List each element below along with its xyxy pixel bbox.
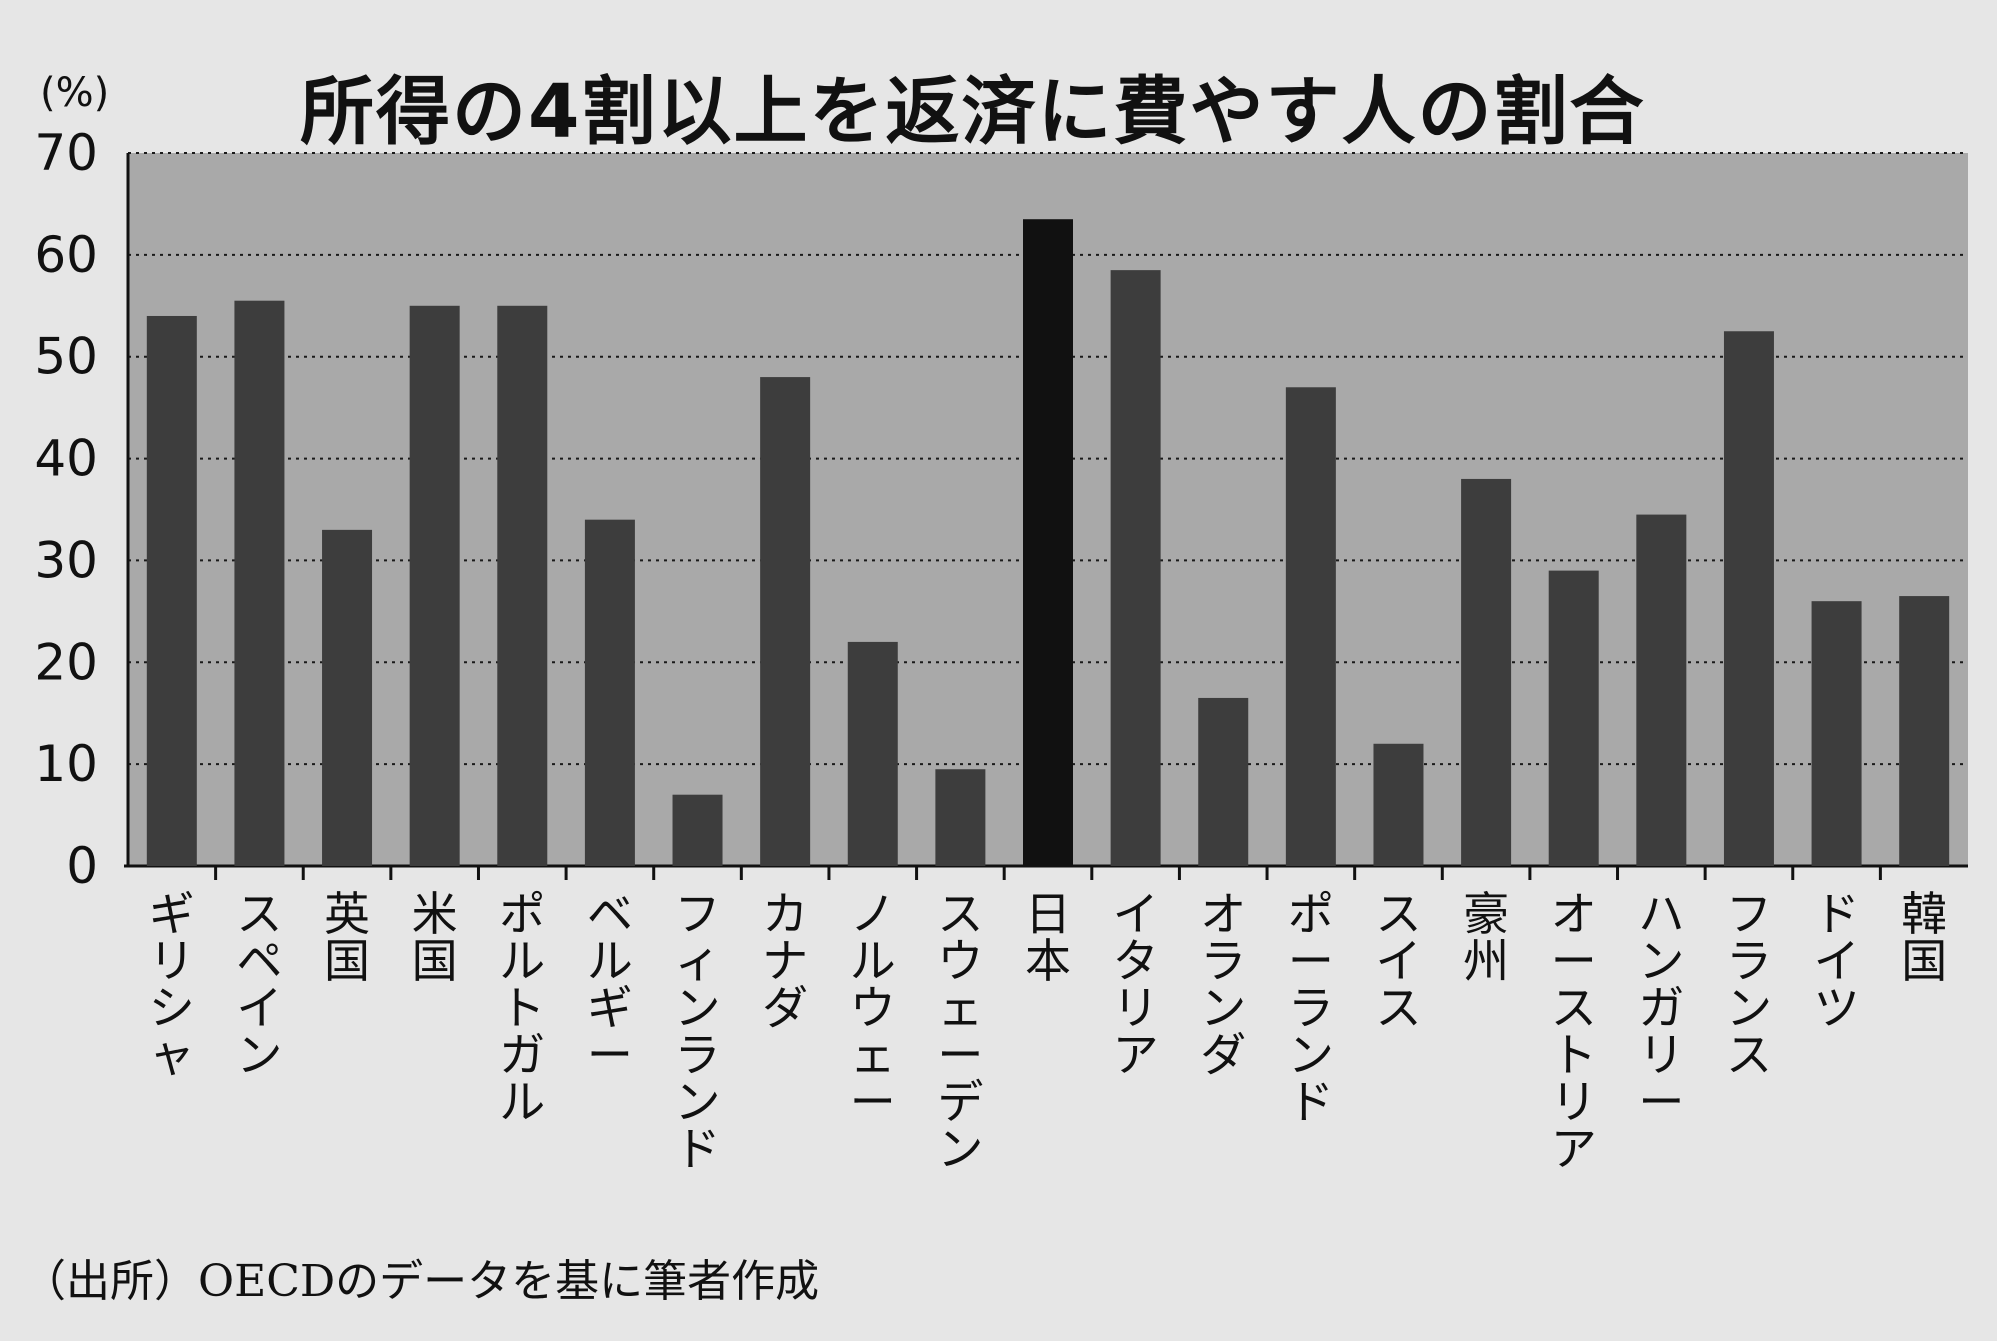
x-tick-label: 米国 [412,887,458,988]
source-note: （出所）OECDのデータを基に筆者作成 [22,1256,820,1307]
bar [672,794,723,866]
y-tick-label: 20 [34,633,98,691]
x-tick-label: ハンガリー [1638,887,1684,1129]
bar [1285,387,1336,866]
bar [322,529,373,866]
bar [1461,478,1512,866]
y-tick-label: 50 [34,328,98,386]
x-tick-label: ポルトガル [499,887,545,1129]
x-tick-label: 韓国 [1901,887,1947,988]
y-tick-label: 10 [34,735,98,793]
x-tick-label: スペイン [236,887,282,1082]
chart-title: 所得の4割以上を返済に費やす人の割合 [300,69,1646,155]
x-tick-label: 日本 [1025,887,1071,988]
bar [1811,601,1862,866]
bar [1548,570,1599,866]
x-tick-label: ノルウェー [850,887,896,1129]
bar [409,305,460,866]
x-tick-label: ベルギー [587,887,633,1082]
x-tick-label: 豪州 [1463,887,1509,988]
bar [1723,331,1774,866]
x-tick-label: スウェーデン [937,887,983,1176]
x-tick-label: オランダ [1200,887,1246,1082]
x-tick-label: フランス [1726,887,1772,1082]
y-tick-label: 70 [34,124,98,182]
bar [1899,596,1950,866]
y-axis-unit-label: (%) [40,70,110,116]
y-tick-label: 40 [34,430,98,488]
bar [234,300,285,866]
bar [1198,697,1249,866]
bar [584,519,635,866]
y-tick-label: 30 [34,531,98,589]
x-tick-label: ギリシャ [149,887,195,1082]
x-tick-label: 英国 [324,887,370,988]
x-tick-label: ドイツ [1814,887,1860,1035]
bar [1636,514,1687,866]
bar [847,641,898,866]
x-tick-label: イタリア [1113,887,1159,1082]
x-tick-label: スイス [1375,887,1421,1035]
x-tick-label: ポーランド [1288,887,1334,1129]
x-tick-label: カナダ [762,887,808,1035]
x-tick-label: オーストリア [1551,887,1597,1176]
x-tick-label: フィンランド [675,887,721,1176]
bar-highlight [1023,219,1073,866]
bar [760,377,811,866]
bar [497,305,548,866]
bar [935,769,986,866]
bar [1110,270,1161,866]
bar [1373,743,1424,866]
y-tick-label: 60 [34,226,98,284]
bar [146,315,197,866]
y-tick-label: 0 [66,837,98,895]
